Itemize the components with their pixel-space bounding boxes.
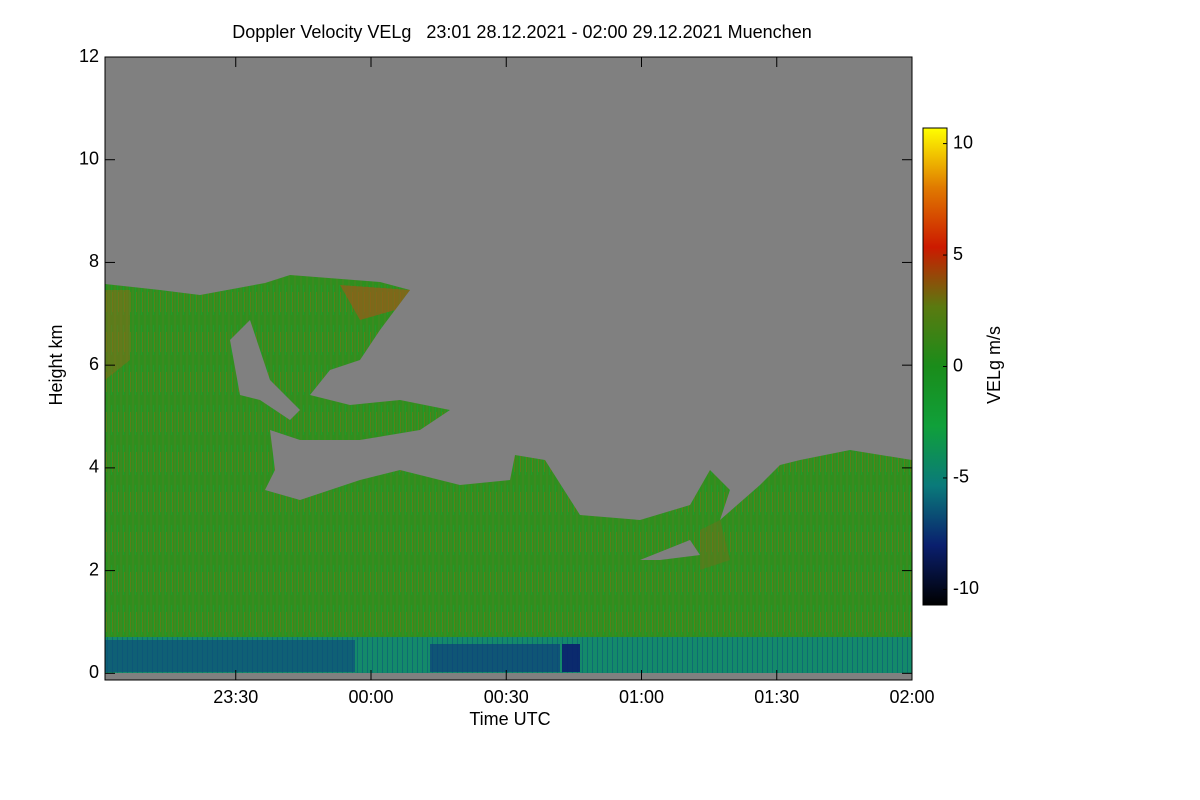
x-tick-label: 23:30 [213, 687, 258, 707]
colorbar-tick-label: 0 [953, 355, 963, 375]
radar-field [105, 57, 912, 680]
chart-title: Doppler Velocity VELg 23:01 28.12.2021 -… [232, 22, 811, 42]
x-tick-label: 00:30 [484, 687, 529, 707]
y-tick-label: 4 [89, 457, 99, 477]
plot-frame [104, 56, 913, 681]
y-tick-label: 8 [89, 251, 99, 271]
x-tick-label: 01:00 [619, 687, 664, 707]
x-tick-label: 01:30 [754, 687, 799, 707]
colorbar-tick-label: 10 [953, 132, 973, 152]
y-tick-label: 0 [89, 662, 99, 682]
colorbar-tick-label: 5 [953, 244, 963, 264]
x-tick-label: 00:00 [348, 687, 393, 707]
y-tick-label: 2 [89, 559, 99, 579]
y-tick-label: 10 [79, 148, 99, 168]
y-tick-label: 6 [89, 354, 99, 374]
y-tick-label: 12 [79, 46, 99, 66]
colorbar-tick-label: -10 [953, 578, 979, 598]
x-axis-label: Time UTC [469, 709, 550, 729]
colorbar-label: VELg m/s [984, 326, 1004, 404]
colorbar-tick-label: -5 [953, 467, 969, 487]
x-tick-label: 02:00 [889, 687, 934, 707]
y-axis-label: Height km [46, 324, 66, 405]
